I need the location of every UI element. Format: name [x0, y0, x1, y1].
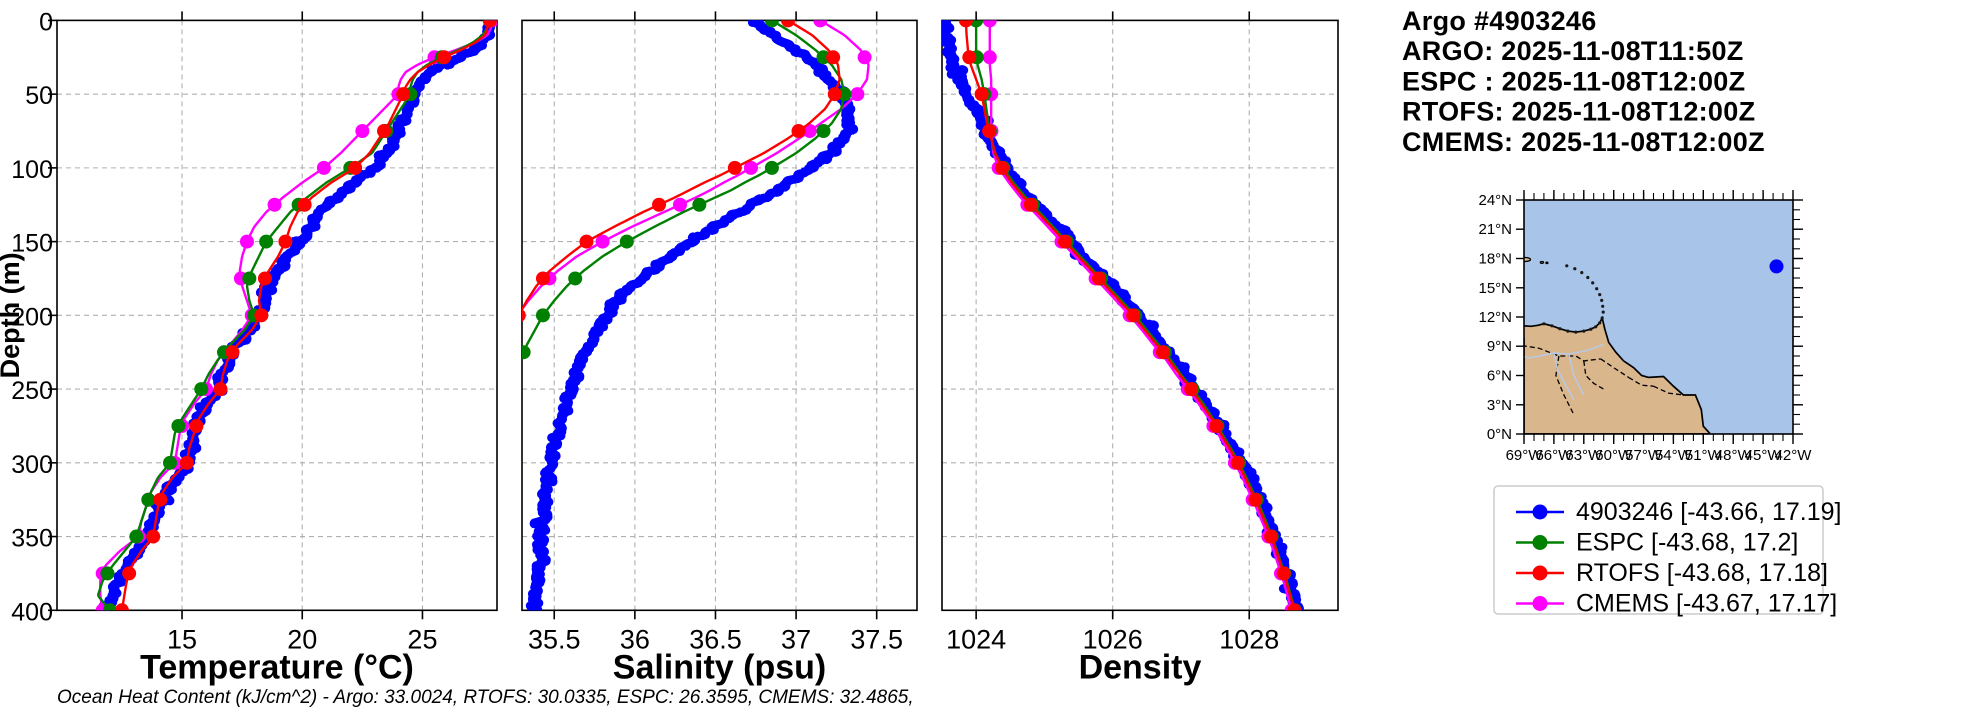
svg-text:ESPC : 2025-11-08T12:00Z: ESPC : 2025-11-08T12:00Z [1402, 66, 1745, 96]
svg-text:24°N: 24°N [1478, 192, 1512, 209]
svg-text:50: 50 [25, 82, 53, 110]
svg-text:250: 250 [11, 377, 53, 405]
svg-text:Density: Density [1079, 648, 1202, 686]
svg-text:0°N: 0°N [1487, 426, 1512, 443]
svg-text:ARGO: 2025-11-08T11:50Z: ARGO: 2025-11-08T11:50Z [1402, 36, 1744, 66]
svg-text:Depth (m): Depth (m) [0, 252, 25, 378]
svg-text:42°W: 42°W [1775, 447, 1813, 464]
svg-text:350: 350 [11, 525, 53, 553]
svg-text:100: 100 [11, 156, 53, 184]
svg-text:RTOFS: 2025-11-08T12:00Z: RTOFS: 2025-11-08T12:00Z [1402, 97, 1755, 127]
svg-text:0: 0 [39, 8, 53, 36]
svg-text:15°N: 15°N [1478, 280, 1512, 297]
svg-text:Salinity (psu): Salinity (psu) [613, 648, 826, 686]
svg-text:1028: 1028 [1219, 624, 1279, 654]
svg-text:CMEMS [-43.67, 17.17]: CMEMS [-43.67, 17.17] [1576, 590, 1837, 618]
svg-text:21°N: 21°N [1478, 221, 1512, 238]
svg-text:18°N: 18°N [1478, 251, 1512, 268]
svg-text:1024: 1024 [946, 624, 1006, 654]
svg-text:4903246 [-43.66, 17.19]: 4903246 [-43.66, 17.19] [1576, 498, 1842, 526]
svg-text:Ocean Heat Content (kJ/cm^2) -: Ocean Heat Content (kJ/cm^2) - Argo: 33.… [57, 687, 914, 708]
svg-text:12°N: 12°N [1478, 309, 1512, 326]
svg-text:37.5: 37.5 [850, 624, 903, 654]
svg-text:ESPC [-43.68, 17.2]: ESPC [-43.68, 17.2] [1576, 529, 1798, 557]
svg-text:3°N: 3°N [1487, 397, 1512, 414]
svg-text:6°N: 6°N [1487, 368, 1512, 385]
svg-text:Temperature (°C): Temperature (°C) [140, 648, 414, 686]
svg-text:RTOFS [-43.68, 17.18]: RTOFS [-43.68, 17.18] [1576, 559, 1828, 587]
svg-text:9°N: 9°N [1487, 338, 1512, 355]
svg-text:400: 400 [11, 598, 53, 626]
svg-text:300: 300 [11, 451, 53, 479]
svg-text:35.5: 35.5 [528, 624, 581, 654]
svg-text:CMEMS: 2025-11-08T12:00Z: CMEMS: 2025-11-08T12:00Z [1402, 127, 1765, 157]
svg-text:Argo #4903246: Argo #4903246 [1402, 6, 1597, 36]
